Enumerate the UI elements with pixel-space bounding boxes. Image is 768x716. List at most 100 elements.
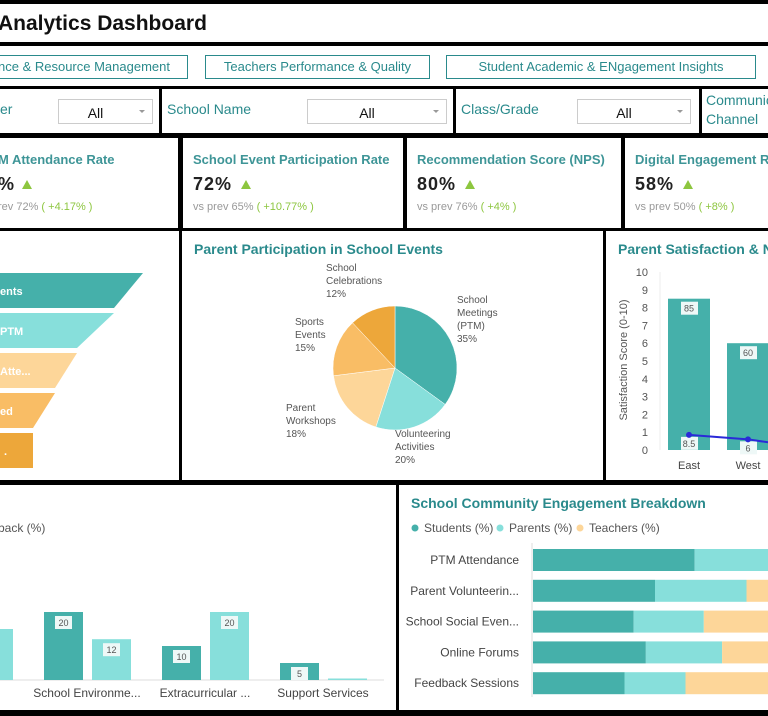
- select-value: All: [87, 105, 104, 121]
- school-name-select[interactable]: All: [307, 99, 447, 124]
- class-grade-select[interactable]: All: [577, 99, 691, 124]
- stacked-bar-segment: [722, 641, 768, 664]
- filter-label: School Name: [167, 101, 252, 117]
- legend-label: Teachers (%): [589, 521, 660, 535]
- kpi-card: Digital Engagement Rat 58% vs prev 50% (…: [625, 138, 768, 228]
- pie-label-line: 18%: [286, 429, 306, 440]
- pie-label-line: Parent: [286, 403, 316, 414]
- kpi-value: 58%: [635, 174, 675, 194]
- filter-select[interactable]: All: [58, 99, 153, 124]
- legend-label: Students (%): [424, 521, 493, 535]
- y-tick-label: 6: [642, 338, 648, 350]
- x-tick-label: School Environme...: [33, 686, 140, 700]
- pie-slice: [352, 305, 396, 369]
- bar-data-label: 5: [297, 669, 302, 679]
- stacked-bar-segment: [746, 579, 768, 602]
- stacked-bar-segment: [703, 610, 768, 633]
- kpi-delta: ( +8% ): [698, 201, 735, 213]
- pie-label-line: School: [326, 263, 357, 274]
- bar-data-label: 10: [176, 652, 186, 662]
- kpi-title: M Attendance Rate: [0, 152, 115, 167]
- kpi-value: 80%: [417, 174, 457, 194]
- stacked-bar-segment: [533, 672, 625, 695]
- chevron-down-icon: [677, 110, 683, 113]
- y-tick-label: 10: [636, 267, 648, 279]
- filter-class-grade: Class/Grade All: [456, 89, 699, 133]
- chevron-down-icon: [433, 110, 439, 113]
- pie-label: Parent Workshops 18%: [286, 403, 336, 440]
- funnel-stage: [0, 273, 143, 308]
- pie-slice: [333, 367, 396, 428]
- kpi-delta: ( +4.17% ): [41, 201, 93, 213]
- pie-label-line: School: [457, 295, 488, 306]
- bar-data-label: 60: [743, 348, 753, 358]
- legend-marker: [576, 524, 584, 532]
- pie-label-line: 35%: [457, 334, 477, 345]
- nav-student-engagement[interactable]: Student Academic & ENgagement Insights: [446, 55, 756, 79]
- kpi-title: School Event Participation Rate: [193, 152, 390, 167]
- filter-communication-channel: Communic Channel: [702, 89, 768, 133]
- funnel-label: Atte...: [0, 366, 31, 378]
- line-point: [745, 436, 751, 443]
- select-value: All: [359, 105, 375, 121]
- funnel-stage: [0, 313, 114, 348]
- x-tick-label: West: [736, 460, 761, 472]
- nav-resource-management[interactable]: nce & Resource Management: [0, 55, 188, 79]
- bar-data-label: 20: [224, 618, 234, 628]
- kpi-value: %: [0, 174, 15, 195]
- up-arrow-icon: [465, 180, 475, 189]
- pie-slice: [332, 322, 396, 377]
- select-value: All: [616, 105, 632, 121]
- y-tick-label: Feedback Sessions: [414, 676, 519, 690]
- y-tick-label: 1: [642, 427, 648, 439]
- pie-label-line: 15%: [295, 343, 315, 354]
- header-bar: Analytics Dashboard: [0, 4, 768, 42]
- pie-label-line: 20%: [395, 455, 415, 466]
- y-tick-label: 3: [642, 392, 648, 404]
- filter-label: Class/Grade: [461, 101, 539, 117]
- data-label-bg: [221, 616, 238, 629]
- pie-label-line: Meetings: [457, 308, 498, 319]
- pie-label: School Meetings (PTM) 35%: [457, 295, 498, 345]
- kpi-card: Recommendation Score (NPS) 80% vs prev 7…: [407, 138, 621, 228]
- bar-data-label: 12: [106, 645, 116, 655]
- legend-text: back (%): [0, 521, 45, 535]
- pie-label-line: 12%: [326, 289, 346, 300]
- y-tick-label: Online Forums: [440, 645, 519, 659]
- pie-label: Volunteering Activities 20%: [395, 429, 451, 466]
- nav-teachers-performance[interactable]: Teachers Performance & Quality: [205, 55, 430, 79]
- stacked-bar-segment: [624, 672, 686, 695]
- funnel-stage: [0, 353, 77, 388]
- chevron-down-icon: [139, 110, 145, 113]
- y-tick-label: 9: [642, 285, 648, 297]
- up-arrow-icon: [683, 180, 693, 189]
- bar: [0, 629, 13, 680]
- pie-label-line: Events: [295, 330, 326, 341]
- kpi-prev-value: vs prev 76%: [417, 201, 478, 213]
- line-data-label: 8.5: [683, 439, 696, 449]
- pie-label-line: Sports: [295, 317, 324, 328]
- pie-label-line: (PTM): [457, 321, 485, 332]
- x-tick-label: East: [678, 460, 700, 472]
- y-tick-label: 8: [642, 303, 648, 315]
- data-label-bg: [55, 616, 72, 629]
- bar-data-label: 85: [684, 304, 694, 314]
- kpi-prev-value: vs prev 50%: [635, 201, 696, 213]
- data-label-bg: [103, 643, 120, 657]
- funnel-stage: [0, 433, 33, 468]
- data-label-bg: [681, 301, 698, 315]
- line-data-label: 6: [745, 443, 750, 453]
- pie-label-line: Volunteering: [395, 429, 451, 440]
- y-axis-label: Satisfaction Score (0-10): [618, 299, 630, 420]
- stacked-bar-segment: [633, 610, 704, 633]
- funnel-label: .: [4, 446, 7, 458]
- legend-marker: [496, 524, 504, 532]
- kpi-prev-value: vs prev 65%: [193, 201, 254, 213]
- kpi-previous: vs prev 65% ( +10.77% ): [193, 201, 314, 213]
- filter-1: er All: [0, 89, 159, 133]
- pie-label-line: Activities: [395, 442, 434, 453]
- y-tick-label: PTM Attendance: [430, 553, 519, 567]
- chart-title: Parent Participation in School Events: [194, 241, 443, 257]
- kpi-card: School Event Participation Rate 72% vs p…: [183, 138, 403, 228]
- y-tick-label: School Social Even...: [406, 615, 519, 629]
